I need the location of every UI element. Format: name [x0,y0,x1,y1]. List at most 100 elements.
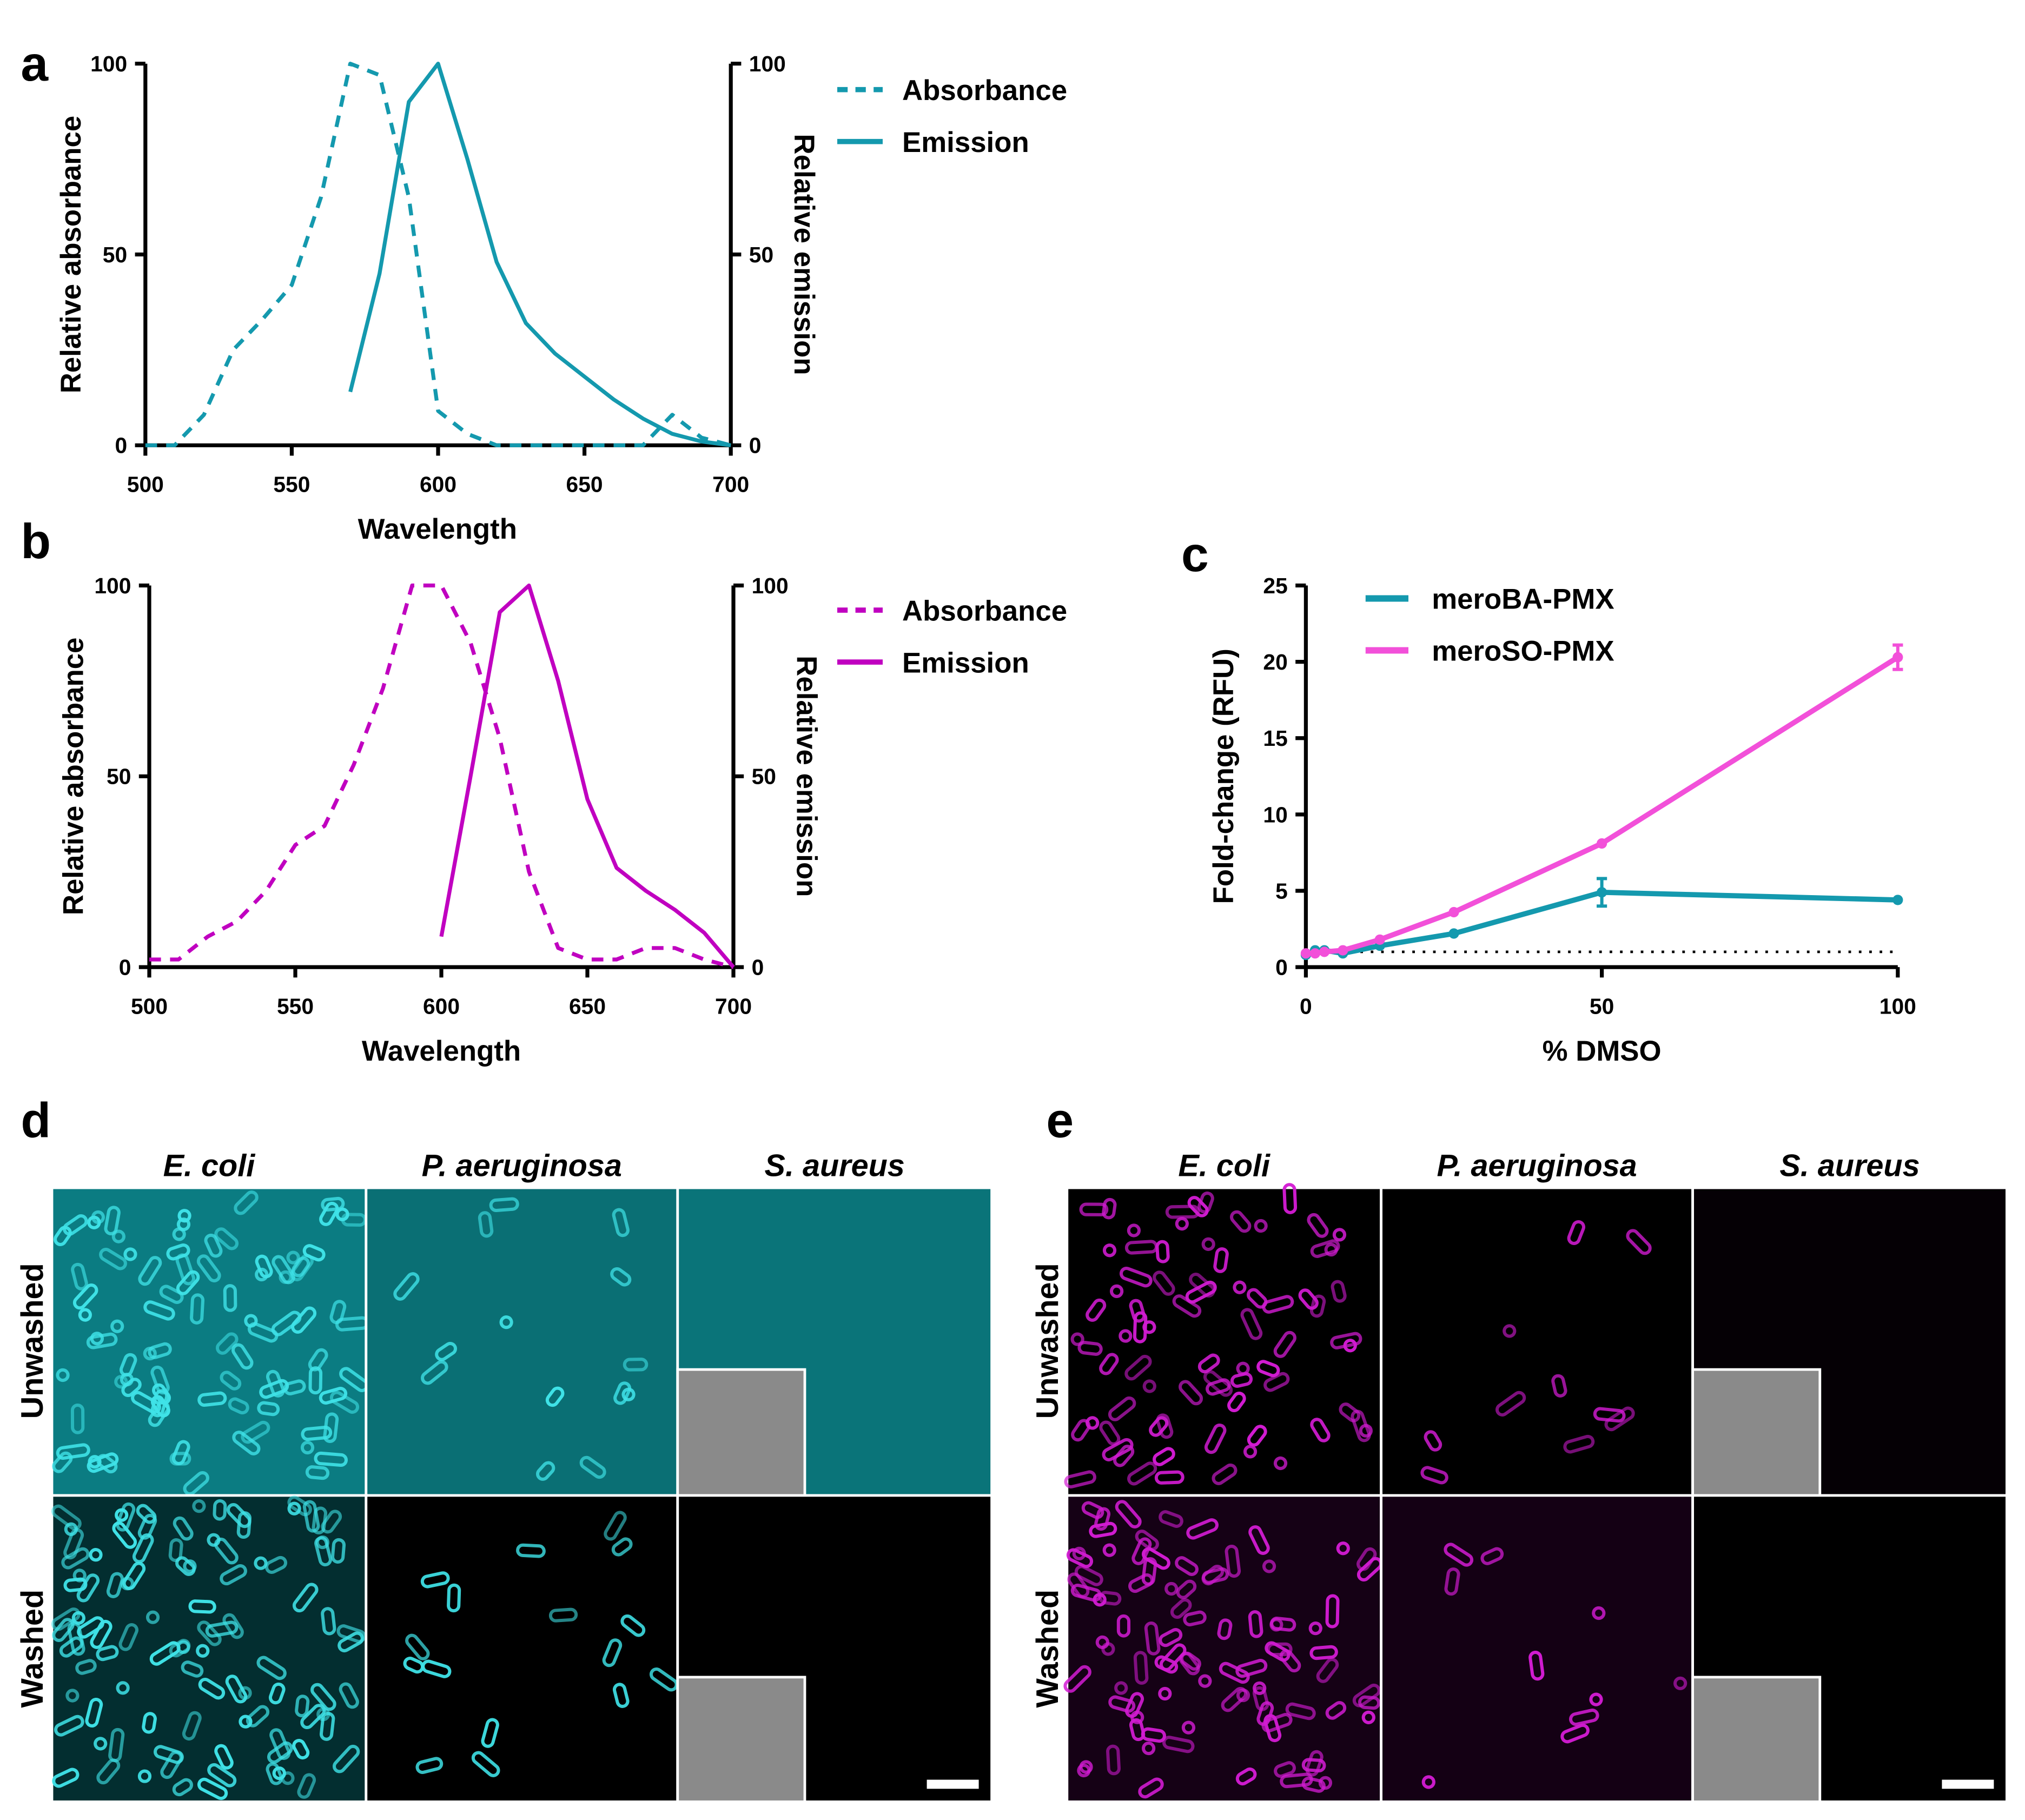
micrograph-grid-magenta [1063,1183,2008,1803]
bacterium-cell [1108,1396,1136,1421]
bacterium-cell [54,1715,84,1737]
column-label: E. coli [1178,1149,1270,1183]
y-tick-label: 0 [115,433,127,458]
bacterium-cell [1086,1298,1107,1322]
bacterium-cell [1206,1378,1231,1396]
bacterium-cell [1183,1610,1207,1626]
bacterium-cell [1247,1425,1267,1447]
bacterium-cell [116,1502,136,1532]
bacterium-cell [1273,1331,1296,1358]
bacterium-cell [214,1744,234,1770]
bacterium-cell [169,1452,191,1466]
scale-bar [1942,1779,1994,1789]
y-tick-label: 100 [94,573,131,598]
bacterium-cell [220,1564,247,1586]
bacterium-cell [1144,1622,1161,1656]
bacterium-cell [339,1682,359,1709]
bacterium-cell [1099,1420,1121,1446]
bacterium-cell [308,1348,328,1372]
row-label: Washed [1030,1590,1065,1708]
bacterium-cell [257,1401,280,1417]
bacterium-cell [213,1499,227,1521]
bacterium-cell [54,1226,72,1246]
bacterium-cell [1064,1470,1096,1488]
bacterium-cell [1243,1445,1258,1459]
bacterium-cell [329,1300,347,1325]
bacterium-cell [214,1537,239,1565]
dmso-chart: 0 50 100 0 5 10 15 20 25 [1263,573,1916,1019]
bacterium-cell [1158,1686,1172,1701]
bacterium-cell [1230,1372,1253,1388]
bacterium-cell [1256,1360,1280,1378]
bacterium-cell [1198,1674,1212,1688]
y-axis-label-left: Relative absorbance [55,116,87,394]
micrograph-image [50,1186,369,1497]
bacterium-cell [283,1379,306,1395]
micrograph-background [1380,1494,1694,1803]
bacterium-cell [1079,1202,1109,1216]
bacterium-cell [183,1471,209,1496]
bacterium-cell [231,1343,254,1370]
bacterium-cell [1106,1744,1121,1776]
y2-tick-label: 0 [752,955,764,980]
bacterium-cell [123,1247,137,1261]
bacterium-cell [271,1311,302,1336]
bacterium-cell [1131,1537,1152,1565]
bacterium-cell [1113,1445,1135,1467]
bacterium-cell [114,1375,128,1389]
series-line-emission [439,583,735,969]
bacterium-cell [1262,1559,1276,1573]
bacterium-cell [623,1358,648,1372]
y-axis-label: Fold-change (RFU) [1208,648,1240,904]
x-tick-label: 600 [420,472,456,497]
bacterium-cell [96,1645,119,1662]
bacterium-cell [150,1365,170,1395]
bacterium-cell [611,1537,633,1557]
bacterium-cell [142,1712,157,1734]
bacterium-cell [214,1227,239,1250]
bacterium-cell [1156,1413,1174,1439]
x-tick-label: 650 [569,994,606,1019]
bacterium-cell [1063,1665,1091,1693]
bacterium-cell [1235,1659,1268,1678]
bacterium-cell [1154,1470,1184,1485]
bacterium-cell [1099,1353,1119,1375]
bacterium-cell [266,1369,285,1398]
bacterium-cell [315,1535,329,1550]
bacterium-cell [223,1284,237,1312]
bacterium-cell [1175,1556,1199,1576]
bacterium-cell [1361,1710,1375,1724]
bacterium-cell [1282,1183,1298,1214]
bacterium-cell [272,1255,295,1285]
legend-label: meroSO-PMX [1432,636,1614,667]
bacterium-cell [321,1510,342,1534]
bacterium-cell [1227,1391,1246,1413]
bacterium-cell [1119,1267,1153,1288]
y2-tick-label: 100 [752,573,789,598]
bacterium-cell [268,1682,286,1705]
bacterium-cell [287,1495,312,1517]
bacterium-cell [1077,1341,1103,1356]
bacterium-cell [405,1633,430,1660]
bacterium-cell [1142,1320,1156,1334]
bacterium-cell [241,1420,270,1444]
bacterium-cell [52,1451,73,1473]
bacterium-cell [225,1675,248,1704]
bacterium-cell [435,1341,458,1361]
bacterium-cell [1528,1651,1545,1681]
bacterium-cell [246,1705,270,1728]
bacterium-cell [166,1243,190,1261]
bacterium-cell [1089,1521,1117,1538]
bacterium-cell [181,1660,204,1678]
bacterium-cell [52,1768,80,1788]
micrograph-image [365,1494,679,1803]
x-tick-label: 700 [712,472,749,497]
bacterium-cell [499,1315,513,1329]
bacterium-cell [1159,1628,1183,1647]
bacterium-cell [1094,1507,1111,1531]
panel-e: e E. coli P. aeruginosa S. aureus Unwash… [1030,1093,2008,1803]
bacterium-cell [1129,1299,1146,1323]
bacterium-cell [119,1353,137,1377]
bacterium-cell [1201,1237,1215,1251]
